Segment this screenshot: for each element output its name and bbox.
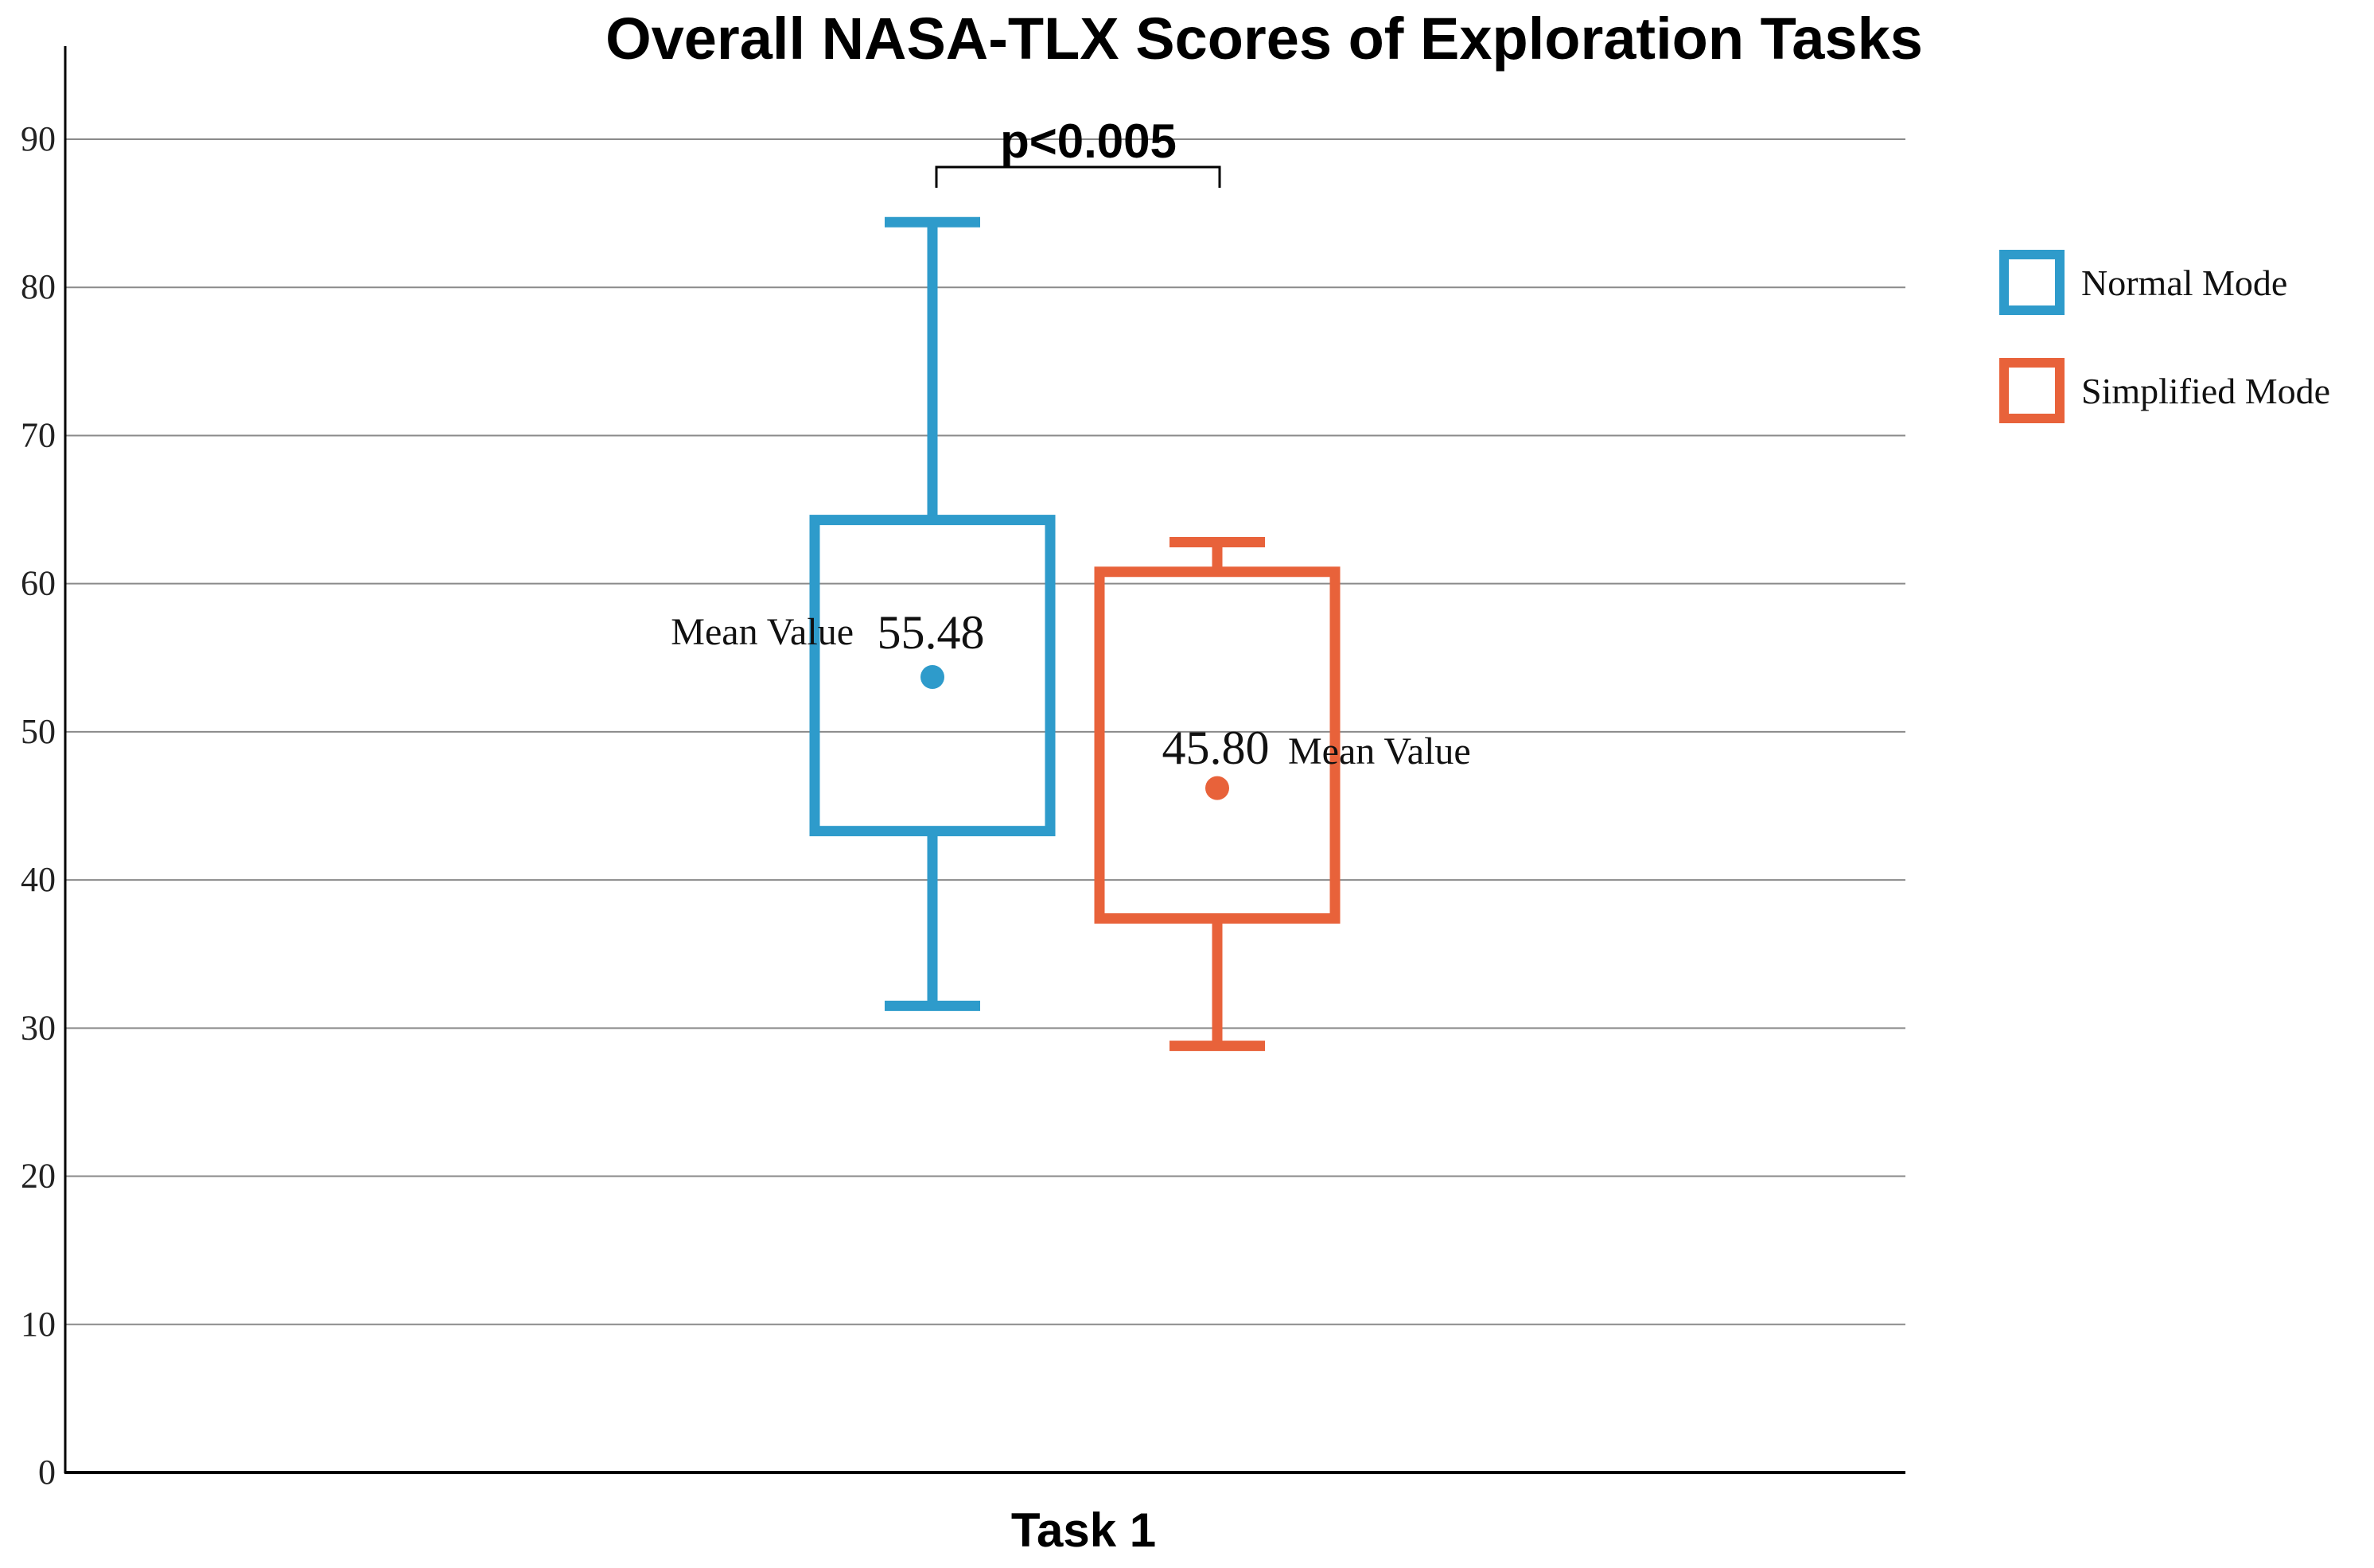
box-normal-mode: Mean Value 55.48 bbox=[671, 216, 1056, 1011]
legend-item-normal-mode: Normal Mode bbox=[1999, 250, 2287, 315]
y-tick-label-60: 60 bbox=[21, 564, 56, 603]
legend-swatch bbox=[1999, 250, 2065, 315]
p-value-label: p<0.005 bbox=[1000, 115, 1177, 168]
axes bbox=[64, 46, 1905, 1474]
significance-annotation: p<0.005 bbox=[935, 115, 1221, 188]
legend-label: Normal Mode bbox=[2081, 263, 2287, 303]
y-tick-label-90: 90 bbox=[21, 119, 56, 158]
box-series: Mean Value 55.48 45.80 Mean Value bbox=[671, 216, 1471, 1052]
y-axis-tick-labels: 0 10 20 30 40 50 60 70 80 90 bbox=[21, 119, 56, 1492]
y-tick-label-80: 80 bbox=[21, 267, 56, 306]
y-tick-label-40: 40 bbox=[21, 860, 56, 899]
mean-marker bbox=[1205, 776, 1229, 800]
legend-swatch bbox=[1999, 358, 2065, 423]
mean-value-label: Mean Value bbox=[671, 611, 854, 653]
interquartile-box bbox=[1094, 566, 1341, 924]
gridlines bbox=[65, 138, 1905, 1325]
y-tick-label-70: 70 bbox=[21, 415, 56, 454]
interquartile-box bbox=[809, 515, 1056, 837]
significance-bracket bbox=[935, 165, 1221, 188]
mean-value-number: 55.48 bbox=[878, 606, 985, 659]
y-tick-label-20: 20 bbox=[21, 1157, 56, 1196]
mean-marker bbox=[920, 664, 944, 689]
box-simplified-mode: 45.80 Mean Value bbox=[1094, 537, 1471, 1052]
y-tick-label-50: 50 bbox=[21, 712, 56, 751]
legend-item-simplified-mode: Simplified Mode bbox=[1999, 358, 2330, 423]
legend-label: Simplified Mode bbox=[2081, 371, 2330, 411]
y-tick-label-0: 0 bbox=[38, 1453, 56, 1492]
y-tick-label-10: 10 bbox=[21, 1305, 56, 1344]
legend: Normal Mode Simplified Mode bbox=[1999, 250, 2330, 423]
chart-title: Overall NASA-TLX Scores of Exploration T… bbox=[605, 6, 1923, 72]
x-category-label: Task 1 bbox=[1011, 1504, 1156, 1557]
mean-value-label: Mean Value bbox=[1288, 730, 1471, 772]
y-tick-label-30: 30 bbox=[21, 1008, 56, 1047]
mean-value-number: 45.80 bbox=[1162, 722, 1270, 774]
